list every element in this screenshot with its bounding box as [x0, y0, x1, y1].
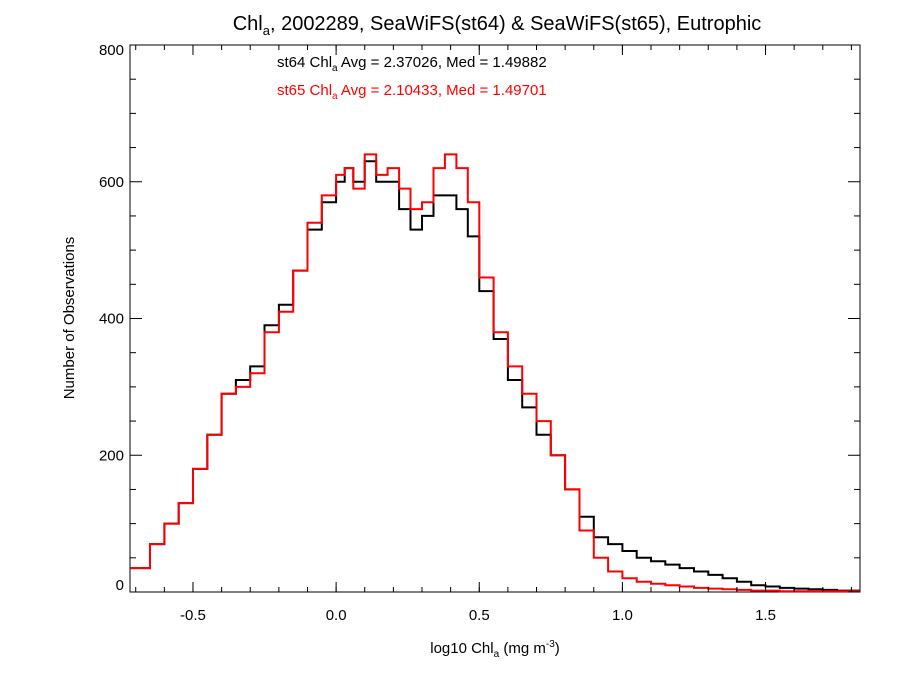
annotation-st65-pre: st65 Chl	[277, 82, 332, 99]
x-tick-label: 0.0	[326, 607, 347, 624]
plot-frame	[129, 44, 861, 593]
xlabel-post: )	[555, 640, 560, 657]
annotation-st65-post: Avg = 2.10433, Med = 1.49701	[338, 82, 547, 99]
annotation-st65-sub: a	[332, 91, 338, 102]
x-tick-label: 1.5	[755, 607, 776, 624]
series-line-0	[130, 160, 860, 592]
annotation-st64-sub: a	[332, 63, 338, 74]
xlabel-sup: -3	[546, 639, 555, 650]
chart-title: Chla, 2002289, SeaWiFS(st64) & SeaWiFS(s…	[233, 13, 762, 38]
y-tick-label: 600	[99, 174, 124, 191]
y-axis-title: Number of Observations	[61, 237, 78, 400]
annotation-st64: st64 Chla Avg = 2.37026, Med = 1.49882	[277, 54, 547, 74]
y-tick-label: 0	[116, 577, 124, 594]
title-post: , 2002289, SeaWiFS(st64) & SeaWiFS(st65)…	[270, 13, 761, 35]
y-tick-label: 800	[99, 42, 124, 59]
x-tick-label: 1.0	[612, 607, 633, 624]
annotation-st65: st65 Chla Avg = 2.10433, Med = 1.49701	[277, 82, 547, 102]
x-tick-label: -0.5	[180, 607, 206, 624]
x-tick-label: 0.5	[469, 607, 490, 624]
title-sub: a	[263, 23, 271, 38]
tick-layer: -0.5 0.0 0.5 1.0 1.5 0 200 400 600 800	[99, 42, 860, 624]
annotation-st64-post: Avg = 2.37026, Med = 1.49882	[338, 54, 547, 71]
series-line-1	[130, 153, 860, 593]
title-pre: Chl	[233, 13, 263, 35]
annotation-st64-pre: st64 Chl	[277, 54, 332, 71]
y-tick-label: 400	[99, 311, 124, 328]
xlabel-pre: log10 Chl	[430, 640, 493, 657]
series-layer	[130, 153, 860, 593]
xlabel-mid: (mg m	[499, 640, 546, 657]
x-axis-title: log10 Chla (mg m-3)	[430, 639, 560, 660]
xlabel-sub: a	[494, 649, 500, 660]
y-tick-label: 200	[99, 447, 124, 464]
